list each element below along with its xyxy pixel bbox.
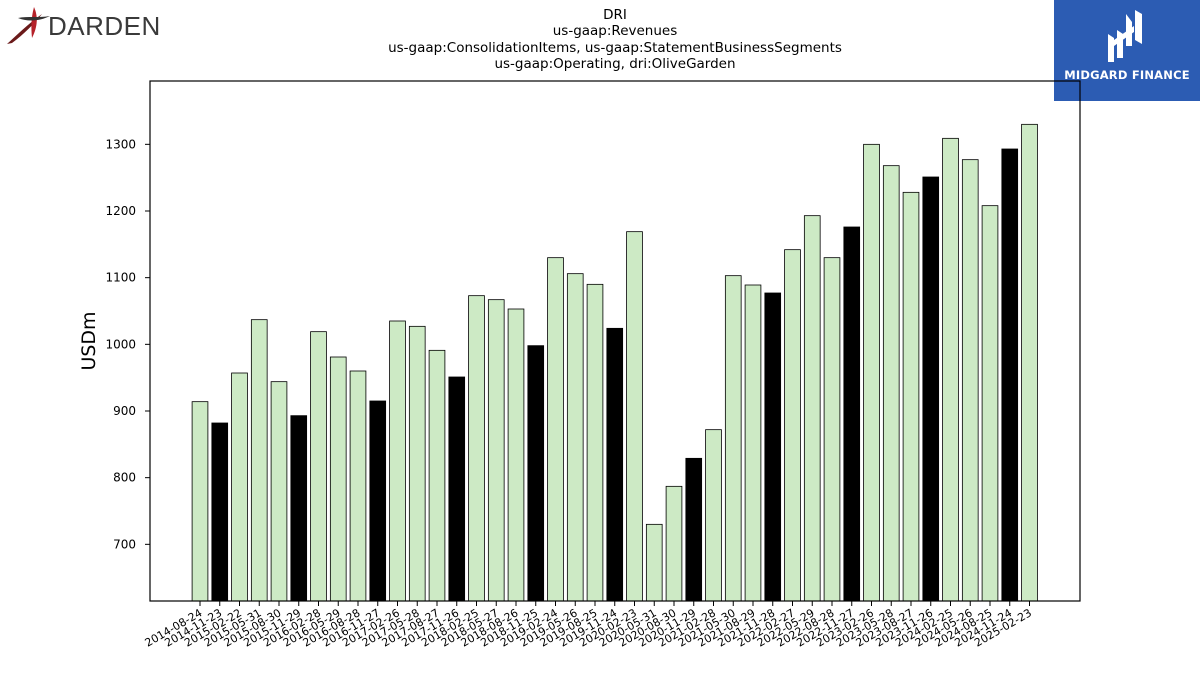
- plot-frame: [149, 80, 1081, 602]
- y-axis-label: USDm: [78, 311, 100, 370]
- bar-2020-08-30: [665, 485, 683, 602]
- bar-2022-05-29: [803, 215, 821, 602]
- bar-2014-11-23: [211, 422, 229, 602]
- bar-2020-05-31: [645, 523, 663, 602]
- title-line-concept: us-gaap:Revenues: [552, 23, 678, 40]
- title-line-ticker: DRI: [603, 7, 627, 23]
- bar-2015-11-29: [290, 415, 308, 602]
- bar-2016-11-27: [369, 400, 387, 602]
- bar-2018-08-26: [507, 308, 525, 602]
- bar-2017-02-26: [389, 320, 406, 602]
- bar-2022-11-27: [843, 226, 861, 602]
- bars-group: [191, 123, 1038, 602]
- bar-2015-05-31: [250, 319, 268, 602]
- bar-2019-02-24: [547, 257, 564, 602]
- bar-2023-05-28: [882, 165, 900, 602]
- bar-2023-11-26: [922, 176, 940, 602]
- bar-2019-11-24: [606, 327, 624, 602]
- midgard-logo: MIDGARD FINANCE: [1054, 0, 1200, 101]
- bar-2024-02-25: [942, 137, 959, 602]
- bar-2021-02-28: [705, 429, 722, 602]
- bar-2017-08-27: [428, 349, 446, 602]
- midgard-emblem-icon: [1108, 10, 1142, 62]
- bar-2022-08-28: [823, 257, 841, 602]
- darden-wordmark: DARDEN: [48, 11, 161, 41]
- bar-2024-11-24: [1001, 148, 1019, 602]
- bar-2018-02-25: [468, 295, 485, 602]
- bar-2020-02-23: [626, 231, 643, 602]
- y-tick-label: 1000: [105, 337, 136, 351]
- y-tick-label: 1300: [105, 137, 136, 151]
- bar-2023-02-26: [863, 143, 880, 602]
- y-tick-label: 900: [113, 404, 136, 418]
- bar-2019-05-26: [566, 273, 584, 602]
- bar-2020-11-29: [685, 457, 703, 602]
- bar-2023-08-27: [902, 191, 920, 602]
- bar-2015-02-22: [231, 372, 248, 602]
- bar-2021-08-29: [744, 284, 762, 602]
- bar-2018-11-25: [527, 345, 545, 602]
- darden-fork-icon: [31, 7, 37, 38]
- bar-2017-05-28: [408, 325, 426, 602]
- title-line-axes: us-gaap:ConsolidationItems, us-gaap:Stat…: [388, 39, 842, 56]
- bar-2014-08-24: [191, 401, 209, 602]
- bar-2016-08-28: [349, 370, 367, 602]
- y-axis-ticks: 700 800 900 1000 1100 1200 1300: [105, 137, 150, 551]
- bar-2021-05-30: [724, 275, 742, 602]
- bar-2016-02-28: [310, 331, 327, 602]
- bar-2016-05-29: [329, 356, 347, 602]
- bar-2015-08-30: [270, 381, 288, 602]
- bar-2024-08-25: [981, 205, 999, 602]
- y-tick-label: 1100: [105, 271, 136, 285]
- bar-2022-02-27: [784, 249, 801, 602]
- title-line-members: us-gaap:Operating, dri:OliveGarden: [494, 55, 736, 72]
- chart-title: DRI us-gaap:Revenues us-gaap:Consolidati…: [150, 7, 1080, 72]
- bar-2017-11-26: [448, 376, 466, 602]
- y-tick-label: 800: [113, 471, 136, 485]
- x-axis-ticks: 2014-08-242014-11-232015-02-222015-05-31…: [143, 601, 1034, 650]
- bar-2024-05-26: [961, 159, 979, 602]
- y-tick-label: 700: [113, 537, 136, 551]
- bar-2018-05-27: [487, 299, 505, 602]
- bar-2025-02-23: [1021, 123, 1038, 602]
- bar-2019-08-25: [586, 283, 604, 602]
- y-tick-label: 1200: [105, 204, 136, 218]
- darden-accent-icon: [18, 16, 50, 21]
- midgard-wordmark: MIDGARD FINANCE: [1064, 68, 1190, 82]
- bar-2021-11-28: [764, 292, 782, 602]
- darden-logo: DARDEN: [7, 7, 161, 44]
